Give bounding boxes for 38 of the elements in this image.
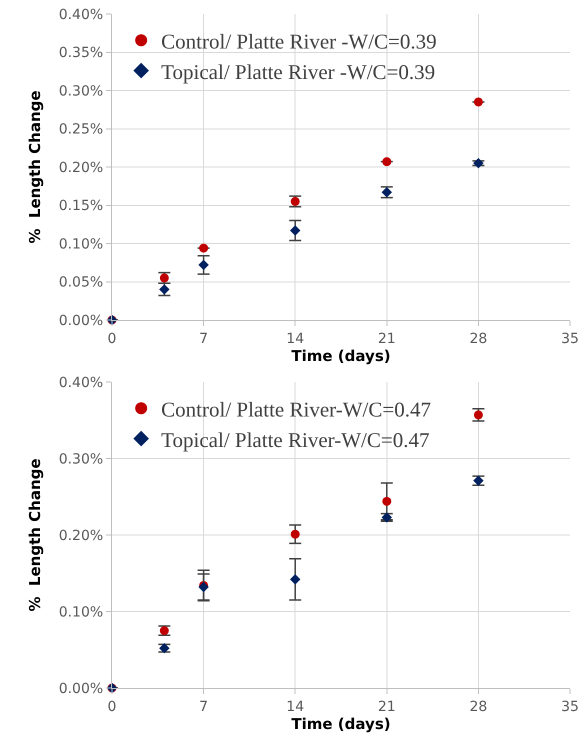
- y-tick-label: 0.25%: [58, 122, 104, 138]
- legend-label: Control/ Platte River-W/C=0.47: [161, 397, 431, 422]
- x-tick-label: 7: [199, 330, 208, 347]
- y-axis-title: % Length Change: [26, 90, 44, 244]
- y-tick-label: 0.35%: [58, 45, 104, 62]
- y-tick-label: 0.30%: [58, 451, 104, 468]
- x-tick-label: 14: [286, 698, 304, 715]
- y-tick-label: 0.40%: [58, 374, 104, 391]
- legend-label: Topical/ Platte River -W/C=0.39: [161, 60, 436, 84]
- y-tick-label: 0.00%: [58, 680, 104, 697]
- x-tick-label: 28: [469, 330, 488, 347]
- y-tick-label: 0.10%: [58, 604, 104, 620]
- y-tick-label: 0.20%: [58, 160, 104, 176]
- point: [199, 244, 208, 253]
- point: [198, 582, 209, 592]
- x-tick-label: 14: [286, 330, 304, 347]
- x-tick-label: 35: [561, 698, 579, 715]
- x-tick-label: 35: [561, 330, 579, 347]
- x-axis-title: Time (days): [291, 346, 391, 365]
- point: [382, 157, 392, 166]
- x-tick-label: 7: [199, 698, 208, 715]
- y-tick-label: 0.10%: [58, 236, 104, 252]
- point: [474, 97, 483, 106]
- x-axis-title: Time (days): [291, 714, 391, 733]
- x-tick-label: 21: [378, 698, 396, 715]
- x-tick-label: 0: [108, 330, 116, 347]
- x-tick-label: 0: [108, 698, 116, 715]
- legend-label: Control/ Platte River -W/C=0.39: [161, 29, 437, 54]
- y-tick-label: 0.05%: [58, 274, 104, 291]
- x-tick-label: 28: [469, 698, 488, 715]
- y-tick-label: 0.15%: [58, 198, 104, 214]
- y-tick-label: 0.30%: [58, 83, 104, 100]
- x-tick-label: 21: [378, 330, 396, 347]
- y-tick-label: 0.00%: [58, 312, 104, 329]
- y-axis-title: % Length Change: [26, 458, 44, 612]
- y-tick-label: 0.40%: [58, 6, 104, 23]
- y-tick-label: 0.20%: [58, 528, 104, 544]
- legend-label: Topical/ Platte River-W/C=0.47: [161, 428, 430, 452]
